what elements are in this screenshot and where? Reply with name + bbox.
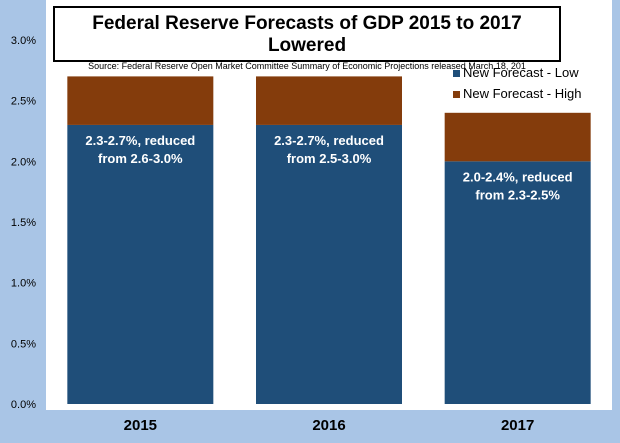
bar-segment-low — [444, 161, 591, 404]
title-box: Federal Reserve Forecasts of GDP 2015 to… — [53, 6, 561, 71]
y-tick-label: 2.0% — [11, 156, 36, 168]
legend-label: New Forecast - Low — [463, 65, 579, 80]
bar-annotation: 2.0-2.4%, reduced — [463, 169, 573, 184]
chart-subtitle: Source: Federal Reserve Open Market Comm… — [88, 61, 526, 71]
legend-swatch — [453, 70, 460, 77]
bar-segment-high — [444, 112, 591, 162]
x-tick-label: 2017 — [501, 417, 534, 434]
bar-segment-low — [256, 124, 402, 404]
bar-annotation: 2.3-2.7%, reduced — [274, 133, 384, 148]
bar-annotation: from 2.6-3.0% — [98, 151, 183, 166]
y-tick-label: 0.5% — [11, 338, 36, 350]
bar-segment-high — [256, 76, 402, 125]
legend-swatch — [453, 91, 460, 98]
bar-annotation: from 2.3-2.5% — [475, 187, 560, 202]
y-tick-label: 2.5% — [11, 96, 36, 108]
x-tick-label: 2016 — [312, 417, 345, 434]
y-tick-label: 3.0% — [11, 35, 36, 47]
y-tick-label: 1.5% — [11, 217, 36, 229]
y-tick-label: 1.0% — [11, 278, 36, 290]
bar-annotation: 2.3-2.7%, reduced — [85, 133, 195, 148]
x-tick-label: 2015 — [124, 417, 157, 434]
legend-label: New Forecast - High — [463, 86, 581, 101]
y-tick-label: 0.0% — [11, 399, 36, 411]
bar-annotation: from 2.5-3.0% — [287, 151, 372, 166]
chart-title: Federal Reserve Forecasts of GDP 2015 to… — [92, 13, 522, 56]
bar-segment-high — [67, 76, 214, 125]
bar-segment-low — [67, 124, 214, 404]
